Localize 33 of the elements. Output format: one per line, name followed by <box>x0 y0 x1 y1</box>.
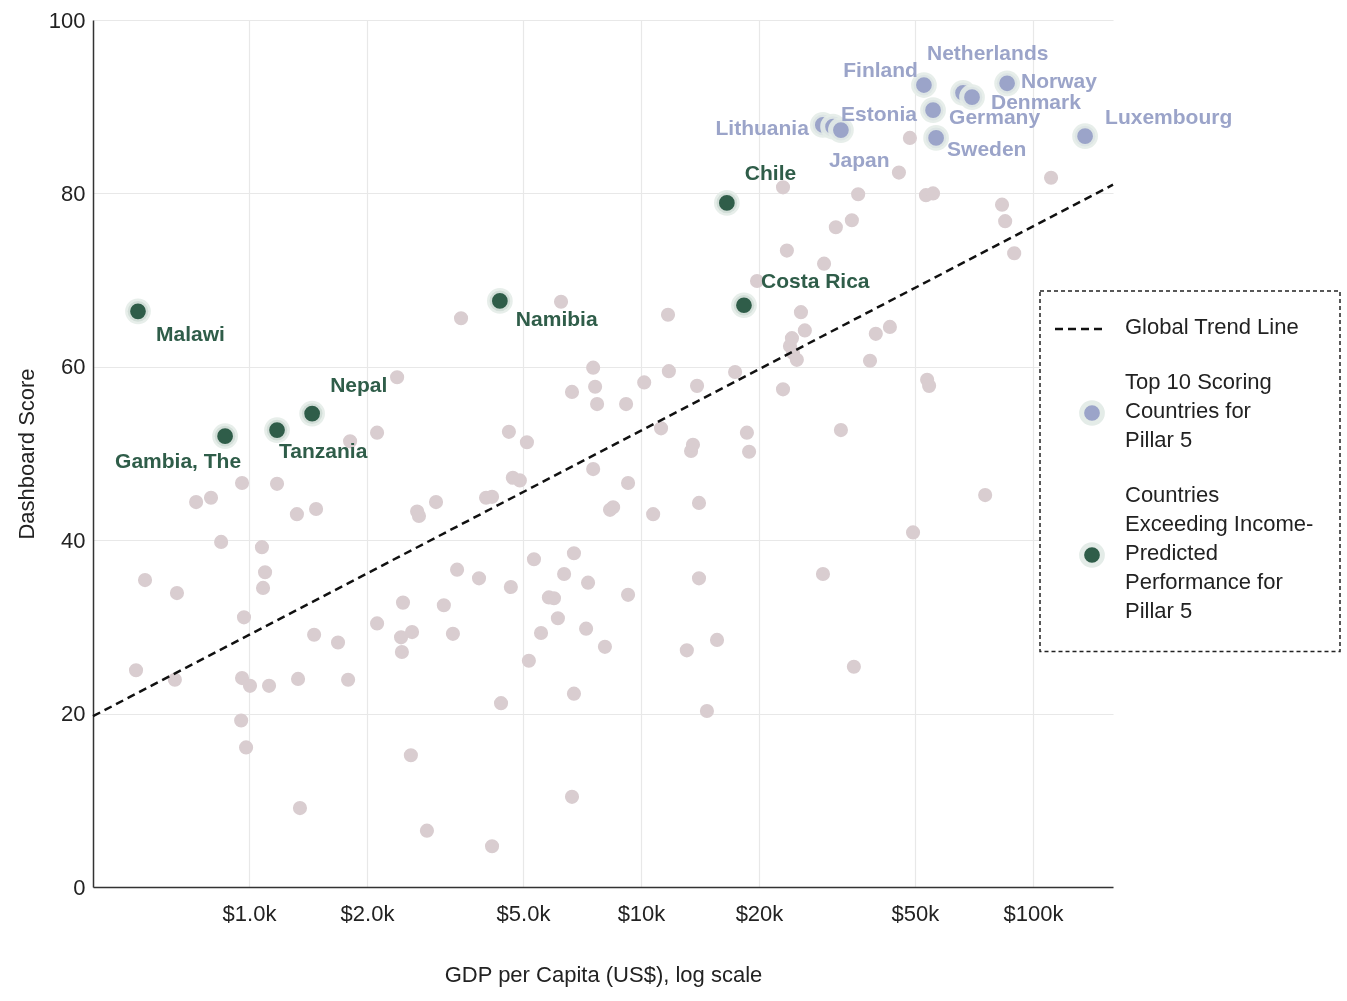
x-tick-label: $100k <box>1003 900 1065 926</box>
x-tick-label: $10k <box>617 900 667 926</box>
annotation: Lithuania <box>715 115 810 139</box>
annotation: Nepal <box>330 372 388 396</box>
annotation: Japan <box>828 148 890 172</box>
y-tick-label: 0 <box>73 874 86 900</box>
y-tick-label: 60 <box>61 354 86 380</box>
annotation: Costa Rica <box>760 269 870 293</box>
annotation: Estonia <box>841 101 918 125</box>
legend-label: Countries Exceeding Income-Predicted Performance for Pillar 5 <box>1125 481 1314 623</box>
y-axis-title: Dashboard Score <box>13 368 39 540</box>
annotation: Sweden <box>947 136 1027 160</box>
x-axis-title: GDP per Capita (US$), log scale <box>444 961 763 987</box>
y-tick-label: 20 <box>61 701 86 727</box>
annotation: Tanzania <box>279 439 368 463</box>
annotation: Finland <box>843 58 918 82</box>
y-tick-label: 100 <box>48 7 86 33</box>
x-tick-label: $2.0k <box>340 900 396 926</box>
annotation: Chile <box>744 160 797 184</box>
legend-label: Global Trend Line <box>1125 313 1299 339</box>
annotation: Malawi <box>155 322 225 346</box>
y-tick-label: 80 <box>61 180 86 206</box>
x-tick-label: $50k <box>891 900 941 926</box>
annotation: Namibia <box>515 306 598 330</box>
x-tick-label: $20k <box>735 900 785 926</box>
annotation: Netherlands <box>927 40 1049 64</box>
annotation: Luxembourg <box>1105 105 1233 129</box>
annotation: Gambia, The <box>115 449 242 473</box>
y-tick-label: 40 <box>61 527 86 553</box>
legend-label: Top 10 Scoring Countries for Pillar 5 <box>1125 368 1272 452</box>
x-tick-label: $1.0k <box>222 900 278 926</box>
x-tick-label: $5.0k <box>496 900 552 926</box>
annotation: Norway <box>1021 69 1098 93</box>
